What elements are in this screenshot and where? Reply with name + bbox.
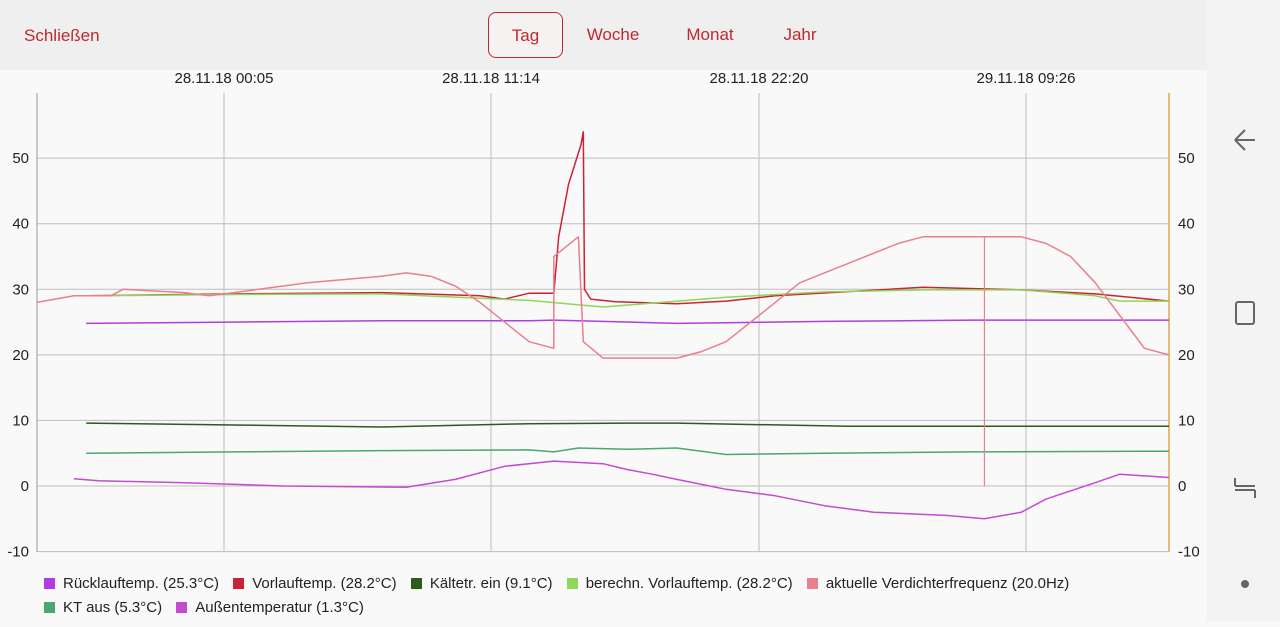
legend-item: KT aus (5.3°C) (44, 599, 162, 616)
y-tick-label-left: 50 (12, 150, 29, 167)
x-tick-label: 28.11.18 22:20 (710, 70, 809, 87)
series-line-2 (86, 422, 1169, 428)
series-line-6 (73, 460, 1170, 520)
y-tick-label-left: -10 (7, 544, 29, 561)
series-line-5 (86, 447, 1170, 456)
tab-year[interactable]: Jahr (783, 25, 817, 44)
dot-icon (1241, 580, 1249, 588)
legend-item: Rücklauftemp. (25.3°C) (44, 575, 219, 592)
legend-item: berechn. Vorlauftemp. (28.2°C) (566, 575, 793, 592)
y-tick-label-left: 30 (12, 281, 29, 298)
x-tick-label: 28.11.18 00:05 (175, 70, 274, 87)
y-tick-label-left: 10 (12, 412, 29, 429)
x-tick-label: 29.11.18 09:26 (977, 70, 1076, 87)
y-tick-label-right: 20 (1178, 347, 1195, 364)
legend-row-2: KT aus (5.3°C) Außentemperatur (1.3°C) (44, 599, 374, 616)
line-chart: -10 -10 0 0 10 10 20 20 30 30 40 40 50 50 28.11.18 00:… (7, 70, 1199, 561)
y-tick-label-right: 40 (1178, 216, 1195, 233)
y-tick-label-left: 40 (12, 216, 29, 233)
y-tick-label-left: 0 (21, 478, 29, 495)
y-tick-label-left: 20 (12, 347, 29, 364)
x-tick-label: 28.11.18 11:14 (442, 70, 540, 87)
legend-item: aktuelle Verdichterfrequenz (20.0Hz) (806, 575, 1069, 592)
tab-day[interactable]: Tag (488, 12, 563, 58)
legend-item: Vorlauftemp. (28.2°C) (233, 575, 397, 592)
recents-icon[interactable] (1235, 301, 1255, 325)
series-line-1 (86, 131, 1170, 305)
close-button[interactable]: Schließen (24, 26, 100, 45)
nav-icons (1234, 129, 1256, 588)
series-line-0 (86, 319, 1169, 325)
tab-week[interactable]: Woche (586, 25, 640, 44)
legend-item: Außentemperatur (1.3°C) (176, 599, 364, 616)
y-tick-label-right: 30 (1178, 281, 1195, 298)
series-line-4 (36, 236, 1170, 359)
y-tick-label-right: 0 (1178, 478, 1186, 495)
system-nav-bar (1207, 0, 1280, 622)
y-tick-label-right: 50 (1178, 150, 1195, 167)
axis-labels: -10 -10 0 0 10 10 20 20 30 30 40 40 50 50 28.11.18 00:… (7, 70, 1199, 561)
home-icon[interactable] (1234, 478, 1256, 498)
legend-row-1: Rücklauftemp. (25.3°C) Vorlauftemp. (28.… (44, 575, 1079, 592)
back-icon[interactable] (1234, 129, 1255, 151)
series-line-3 (86, 289, 1169, 308)
tab-month[interactable]: Monat (686, 25, 734, 44)
y-tick-label-right: -10 (1178, 544, 1200, 561)
series-lines (36, 131, 1170, 520)
grid (36, 93, 1170, 553)
y-tick-label-right: 10 (1178, 412, 1195, 429)
legend-item: Kältetr. ein (9.1°C) (410, 575, 553, 592)
toolbar: Schließen Tag Woche Monat Jahr (0, 0, 1207, 70)
